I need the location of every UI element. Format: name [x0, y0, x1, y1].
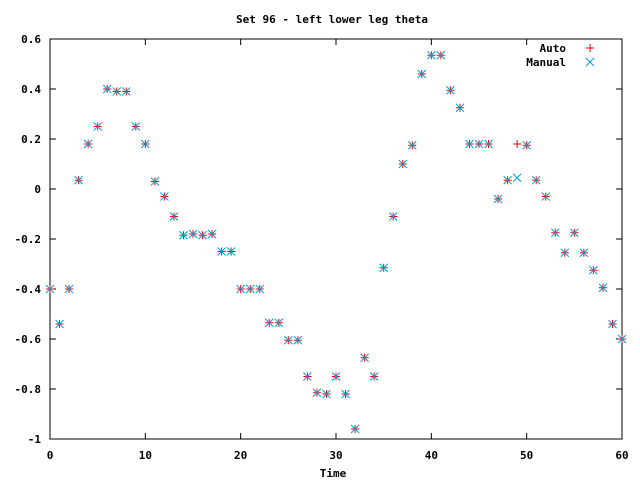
y-tick-label: -1 — [28, 433, 42, 446]
point-manual — [93, 122, 103, 131]
x-tick-label: 0 — [47, 449, 54, 462]
y-tick-label: 0 — [34, 183, 41, 196]
x-tick-label: 10 — [139, 449, 152, 462]
point-manual — [388, 212, 398, 221]
point-manual — [293, 335, 303, 345]
x-tick-label: 30 — [329, 449, 342, 462]
point-manual — [160, 192, 169, 201]
point-manual — [341, 389, 350, 399]
point-manual — [331, 372, 341, 381]
point-auto — [513, 140, 522, 148]
point-manual — [245, 284, 255, 294]
x-axis-label: Time — [320, 467, 347, 480]
point-manual — [74, 175, 83, 185]
y-axis: -1 -0.8 -0.6 -0.4 -0.2 0 0.2 0.4 0.6 — [15, 33, 622, 446]
legend-label-auto: Auto — [540, 42, 567, 55]
point-manual — [398, 159, 408, 169]
point-manual — [350, 424, 360, 434]
point-manual — [169, 212, 179, 221]
y-tick-label: 0.4 — [21, 83, 41, 96]
y-tick-label: -0.2 — [15, 233, 42, 246]
point-manual — [303, 372, 312, 381]
point-manual — [541, 192, 551, 201]
point-manual — [436, 50, 446, 60]
x-axis: 0 10 20 30 40 50 60 — [47, 39, 629, 462]
x-tick-label: 20 — [234, 449, 247, 462]
point-manual — [560, 248, 570, 258]
point-manual — [264, 318, 274, 328]
point-manual — [407, 140, 417, 150]
point-manual — [150, 177, 160, 186]
point-manual — [188, 229, 198, 239]
point-manual — [446, 85, 455, 95]
point-manual — [322, 389, 331, 399]
data-points — [45, 50, 627, 434]
point-manual — [226, 247, 236, 256]
x-tick-label: 60 — [615, 449, 628, 462]
point-manual — [379, 263, 389, 273]
point-manual — [550, 228, 560, 238]
point-manual — [579, 248, 589, 258]
legend-label-manual: Manual — [526, 56, 566, 69]
point-manual — [217, 247, 226, 256]
y-tick-label: -0.6 — [15, 333, 42, 346]
point-manual — [236, 284, 246, 294]
point-manual — [503, 175, 512, 185]
point-manual — [121, 87, 131, 96]
legend: Auto Manual — [526, 42, 595, 69]
point-manual — [179, 230, 188, 240]
point-manual — [45, 284, 55, 294]
point-manual — [55, 319, 64, 329]
point-manual — [512, 173, 522, 183]
chart-title: Set 96 - left lower leg theta — [236, 13, 428, 26]
y-tick-label: 0.2 — [21, 133, 41, 146]
legend-marker-auto — [586, 44, 594, 52]
point-manual — [83, 139, 93, 149]
point-manual — [617, 334, 627, 344]
point-manual — [598, 283, 608, 293]
point-manual — [360, 353, 369, 363]
x-tick-label: 40 — [425, 449, 438, 462]
point-manual — [255, 284, 265, 294]
point-manual — [484, 139, 493, 149]
legend-marker-manual — [585, 57, 595, 67]
point-manual — [426, 50, 436, 60]
point-manual — [207, 229, 217, 239]
point-manual — [140, 139, 150, 149]
y-tick-label: -0.4 — [15, 283, 42, 296]
point-manual — [522, 140, 532, 150]
point-manual — [589, 265, 598, 275]
point-manual — [369, 372, 379, 381]
point-manual — [102, 84, 112, 94]
x-tick-label: 50 — [520, 449, 533, 462]
point-manual — [417, 69, 427, 79]
point-manual — [198, 230, 207, 240]
point-manual — [474, 139, 484, 149]
y-tick-label: -0.8 — [15, 383, 42, 396]
point-manual — [312, 388, 322, 398]
point-manual — [274, 318, 284, 328]
y-tick-label: 0.6 — [21, 33, 41, 46]
point-manual — [608, 319, 617, 329]
point-manual — [493, 194, 503, 204]
point-manual — [569, 228, 579, 238]
point-manual — [531, 175, 541, 185]
point-manual — [465, 139, 474, 149]
point-manual — [455, 103, 465, 113]
point-manual — [64, 284, 74, 294]
point-manual — [112, 87, 122, 96]
point-manual — [283, 335, 293, 345]
point-manual — [131, 122, 141, 131]
